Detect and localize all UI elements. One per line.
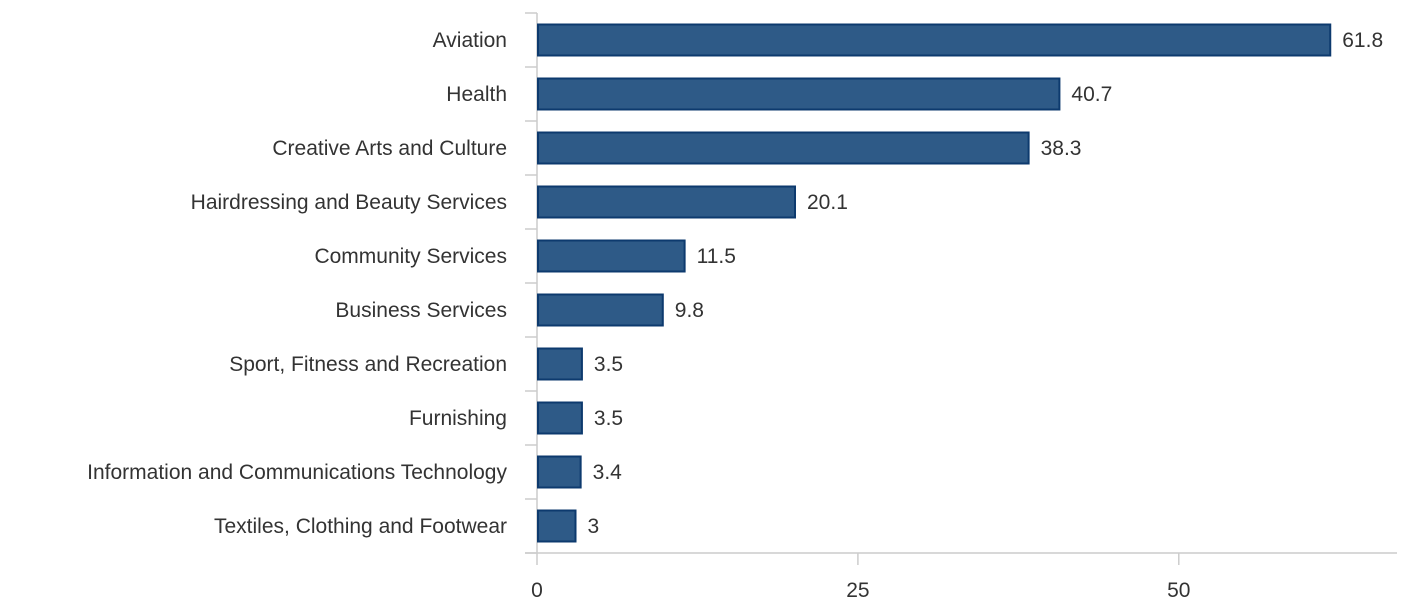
value-label: 3.5 [594,407,623,430]
bar [537,293,664,327]
category-label: Hairdressing and Beauty Services [191,191,507,214]
bar [537,239,686,273]
value-label: 3 [588,515,600,538]
value-label: 38.3 [1041,137,1082,160]
category-label: Health [446,83,507,106]
category-label: Furnishing [409,407,507,430]
value-label: 3.5 [594,353,623,376]
category-label: Information and Communications Technolog… [87,461,507,484]
bar [537,401,583,435]
category-label: Creative Arts and Culture [272,137,507,160]
plot-area: 0 25 50 Aviation 61.8 Health 40.7 Creative Arts… [87,12,1397,600]
x-tick-label: 0 [531,579,543,600]
x-tick-label: 25 [846,579,869,600]
category-label: Business Services [335,299,507,322]
value-label: 20.1 [807,191,848,214]
value-label: 61.8 [1342,29,1383,52]
bar [537,185,796,219]
bar [537,455,582,489]
bar [537,509,577,543]
bar [537,23,1332,57]
value-label: 3.4 [593,461,623,484]
bar [537,131,1030,165]
category-label: Textiles, Clothing and Footwear [214,515,507,538]
value-label: 9.8 [675,299,704,322]
category-label: Community Services [314,245,507,268]
bar [537,77,1061,111]
category-label: Aviation [433,29,507,52]
value-label: 40.7 [1071,83,1112,106]
x-tick-label: 50 [1167,579,1190,600]
bar [537,347,583,381]
category-label: Sport, Fitness and Recreation [229,353,507,376]
value-label: 11.5 [697,245,736,268]
